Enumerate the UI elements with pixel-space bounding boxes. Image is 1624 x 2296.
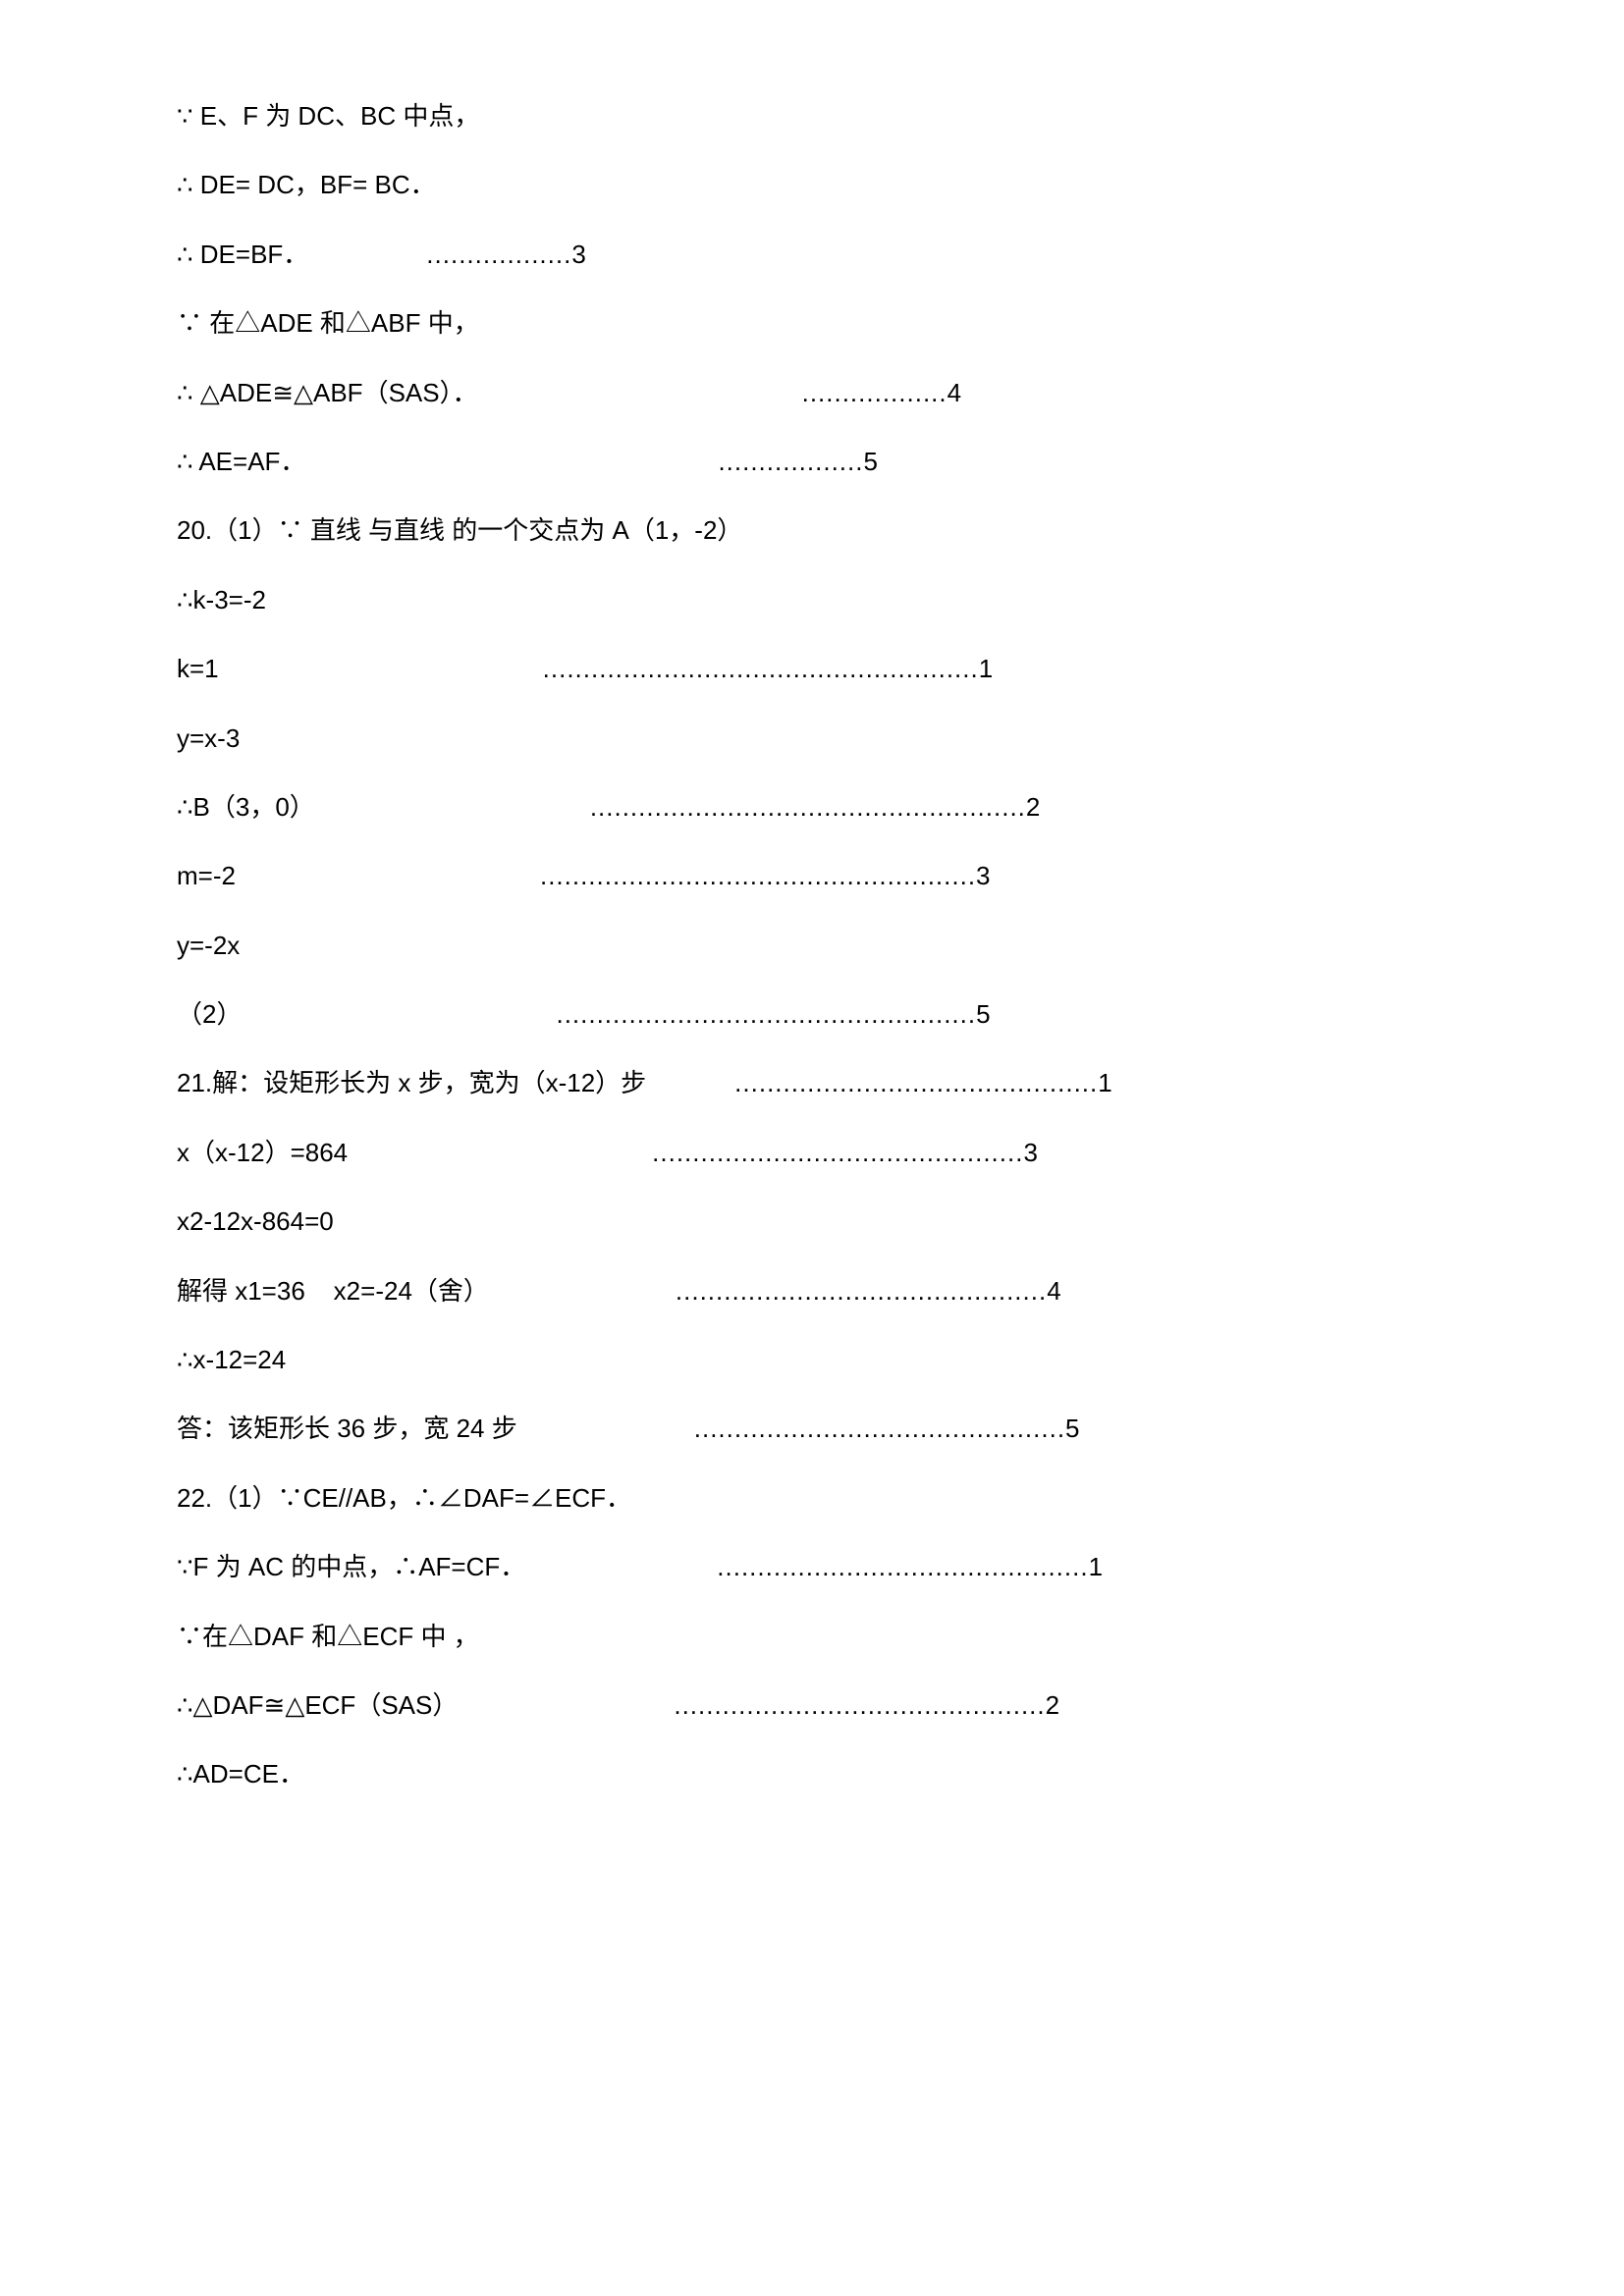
solution-line: ∴B（3，0）.................................… [177, 789, 1447, 825]
line-text: ∴B（3，0） [177, 789, 315, 825]
line-text: ∵F 为 AC 的中点，∴AF=CF． [177, 1549, 525, 1584]
solution-line: 解得 x1=36 x2=-24（舍）......................… [177, 1273, 1447, 1308]
solution-line: ∴AD=CE． [177, 1756, 1447, 1791]
line-text: 22.（1）∵CE//AB，∴∠DAF=∠ECF． [177, 1480, 631, 1516]
score-marker: ........................................… [556, 996, 991, 1032]
solution-line: y=x-3 [177, 721, 1447, 756]
solution-line: ∴ △ADE≅△ABF（SAS）． ..................4 [177, 375, 1447, 410]
solution-line: m=-2....................................… [177, 858, 1447, 893]
line-text: k=1 [177, 651, 219, 686]
line-text: ∵在△DAF 和△ECF 中 ， [177, 1619, 479, 1654]
line-text: ∴ DE=BF． [177, 237, 308, 272]
line-text: 20.（1）∵ 直线 与直线 的一个交点为 A（1，-2） [177, 512, 742, 548]
score-marker: ........................................… [674, 1687, 1060, 1723]
solution-line: ∵F 为 AC 的中点，∴AF=CF．.....................… [177, 1549, 1447, 1584]
line-text: y=-2x [177, 928, 240, 963]
solution-line: 20.（1）∵ 直线 与直线 的一个交点为 A（1，-2） [177, 512, 1447, 548]
line-text: 答：该矩形长 36 步，宽 24 步 [177, 1411, 517, 1446]
solution-line: k=1.....................................… [177, 651, 1447, 686]
line-text: m=-2 [177, 858, 236, 893]
score-marker: ........................................… [540, 858, 992, 893]
line-text: ∴k-3=-2 [177, 582, 266, 617]
solution-line: 答：该矩形长 36 步，宽 24 步......................… [177, 1411, 1447, 1446]
solution-line: y=-2x [177, 928, 1447, 963]
line-text: ∴ DE= DC，BF= BC． [177, 167, 436, 202]
solution-line: ∴ DE= DC，BF= BC． [177, 167, 1447, 202]
solution-line: 21.解：设矩形长为 x 步，宽为（x-12）步................… [177, 1065, 1447, 1100]
solution-line: ∴k-3=-2 [177, 582, 1447, 617]
score-marker: ........................................… [717, 1549, 1104, 1584]
solution-line: ∴x-12=24 [177, 1342, 1447, 1377]
solution-line: ∵ 在△ADE 和△ABF 中， [177, 305, 1447, 341]
solution-line: ∵在△DAF 和△ECF 中 ， [177, 1619, 1447, 1654]
score-marker: ........................................… [694, 1411, 1081, 1446]
score-marker: ........................................… [543, 651, 995, 686]
solution-line: ∴ AE=AF． ..................5 [177, 444, 1447, 479]
score-marker: ........................................… [652, 1135, 1039, 1170]
solution-line: ∴ DE=BF． ..................3 [177, 237, 1447, 272]
line-text: ∴x-12=24 [177, 1342, 286, 1377]
line-text: ∴AD=CE． [177, 1756, 304, 1791]
solution-line: ∵ E、F 为 DC、BC 中点， [177, 98, 1447, 133]
solution-line: x（x-12）=864.............................… [177, 1135, 1447, 1170]
score-marker: ........................................… [734, 1065, 1113, 1100]
line-text: ∴△DAF≅△ECF（SAS） [177, 1687, 458, 1723]
solution-line: ∴△DAF≅△ECF（SAS）.........................… [177, 1687, 1447, 1723]
line-text: ∵ E、F 为 DC、BC 中点， [177, 98, 479, 133]
solution-line: （2）.....................................… [177, 996, 1447, 1032]
score-marker: ........................................… [676, 1273, 1062, 1308]
line-text: y=x-3 [177, 721, 240, 756]
line-text: ∵ 在△ADE 和△ABF 中， [177, 305, 479, 341]
line-text: 解得 x1=36 x2=-24（舍） [177, 1273, 489, 1308]
score-marker: ..................5 [718, 444, 879, 479]
score-marker: ........................................… [590, 789, 1042, 825]
line-text: ∴ △ADE≅△ABF（SAS）． [177, 375, 478, 410]
solution-line: x2-12x-864=0 [177, 1203, 1447, 1239]
line-text: ∴ AE=AF． [177, 444, 305, 479]
solution-line: 22.（1）∵CE//AB，∴∠DAF=∠ECF． [177, 1480, 1447, 1516]
score-marker: ..................4 [802, 375, 963, 410]
line-text: 21.解：设矩形长为 x 步，宽为（x-12）步 [177, 1065, 646, 1100]
score-marker: ..................3 [426, 237, 587, 272]
line-text: （2） [177, 996, 242, 1032]
line-text: x（x-12）=864 [177, 1135, 348, 1170]
line-text: x2-12x-864=0 [177, 1203, 334, 1239]
